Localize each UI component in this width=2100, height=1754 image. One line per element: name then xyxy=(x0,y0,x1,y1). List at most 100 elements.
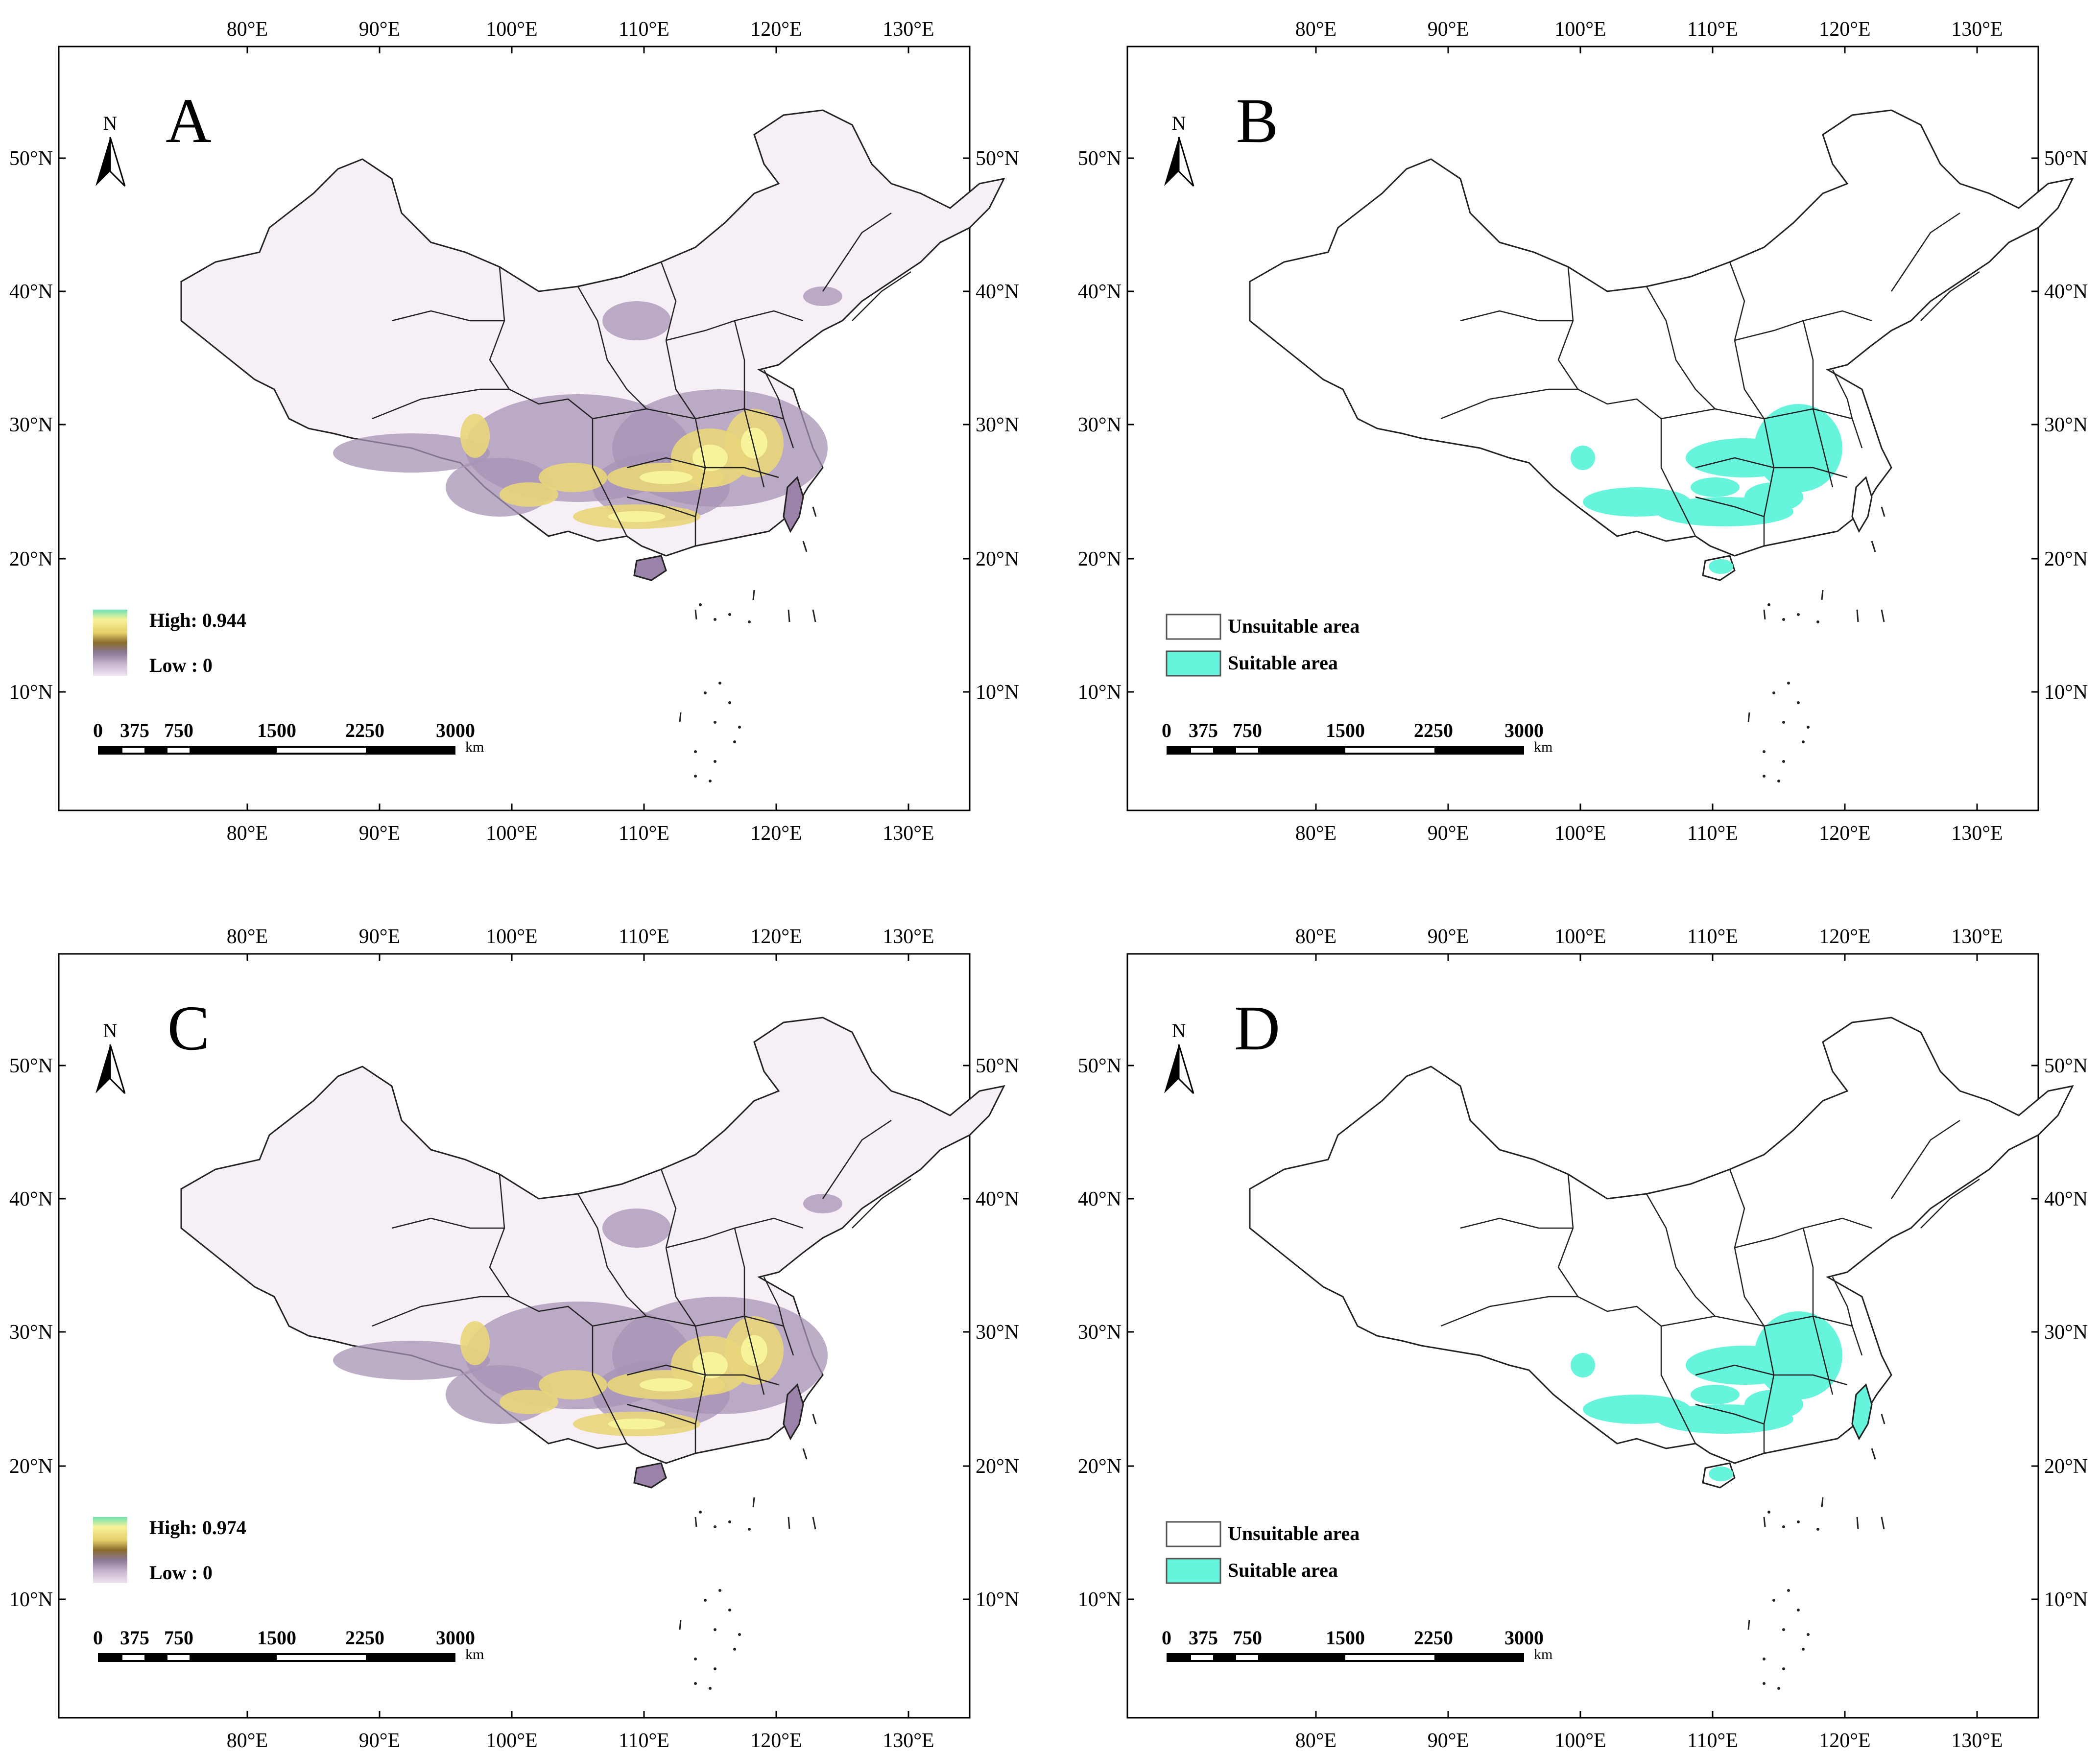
province-border xyxy=(1695,1403,1765,1425)
lat-label-left: 10°N xyxy=(1078,1588,1122,1611)
legend-high-label: High: 0.974 xyxy=(149,1517,246,1539)
lat-label-left: 50°N xyxy=(9,147,53,170)
province-border xyxy=(822,212,892,292)
north-label: N xyxy=(103,112,118,134)
province-border xyxy=(626,1403,696,1425)
island-dot xyxy=(709,1687,712,1690)
lon-label-bottom: 90°E xyxy=(1428,822,1469,845)
legend-unsuitable-swatch xyxy=(1166,1521,1221,1547)
scale-label: 2250 xyxy=(345,1627,384,1649)
lat-label-right: 30°N xyxy=(976,1321,1019,1344)
province-border xyxy=(577,1193,647,1317)
lat-label-right: 50°N xyxy=(976,147,1019,170)
lon-label-bottom: 90°E xyxy=(359,1730,400,1752)
boundary-dash xyxy=(802,541,808,552)
lat-label-left: 40°N xyxy=(9,1188,53,1210)
province-border xyxy=(1920,271,1980,321)
boundary-dash xyxy=(1821,1497,1824,1508)
lon-label-top: 80°E xyxy=(227,18,268,41)
island-dot xyxy=(728,701,731,704)
province-border xyxy=(592,1326,628,1444)
province-border xyxy=(665,340,706,546)
north-label: N xyxy=(1172,1019,1186,1042)
lon-label-top: 120°E xyxy=(1819,18,1870,41)
scale-label: 3000 xyxy=(1504,1627,1544,1649)
lon-label-top: 90°E xyxy=(1428,925,1469,948)
scale-label: 0 xyxy=(1162,1627,1171,1649)
scale-label: 0 xyxy=(93,1627,103,1649)
lon-label-top: 110°E xyxy=(1687,18,1738,41)
lon-label-bottom: 110°E xyxy=(619,1730,669,1752)
habitat-suitability-layer xyxy=(333,286,842,581)
lon-label-top: 100°E xyxy=(1554,18,1606,41)
island-dot xyxy=(1772,1599,1775,1602)
north-arrow-icon xyxy=(1164,1044,1194,1094)
scale-label: 1500 xyxy=(1326,719,1365,741)
province-border xyxy=(1832,369,1863,449)
lat-label-right: 40°N xyxy=(976,281,1019,303)
lon-label-bottom: 110°E xyxy=(1687,822,1738,845)
island-dot xyxy=(738,1633,741,1636)
panel-letter: D xyxy=(1234,993,1280,1064)
lat-label-right: 20°N xyxy=(976,548,1019,570)
lon-label-top: 130°E xyxy=(1951,18,2003,41)
island-dot xyxy=(714,1628,716,1631)
legend-suitable-swatch xyxy=(1166,650,1221,677)
island-dot xyxy=(704,1599,707,1602)
scale-label: 750 xyxy=(1233,719,1262,741)
lon-label-bottom: 80°E xyxy=(1295,1730,1336,1752)
lat-label-right: 40°N xyxy=(2044,1188,2088,1210)
lon-label-bottom: 130°E xyxy=(1951,1730,2003,1752)
lon-label-top: 130°E xyxy=(883,18,934,41)
boundary-dash xyxy=(1881,506,1885,517)
lon-label-bottom: 80°E xyxy=(1295,822,1336,845)
island-dot xyxy=(714,618,716,621)
lon-label-top: 100°E xyxy=(486,18,537,41)
province-border xyxy=(1440,1296,1578,1327)
island-dot xyxy=(694,750,697,753)
boundary-dash xyxy=(1871,541,1876,552)
legend-suitable-label: Suitable area xyxy=(1228,1559,1338,1581)
lat-label-left: 50°N xyxy=(1078,147,1122,170)
island-dot xyxy=(1782,1667,1785,1670)
lat-label-right: 10°N xyxy=(976,1588,1019,1611)
taiwan-island xyxy=(1851,476,1873,533)
island-dot xyxy=(1782,760,1785,763)
boundary-dash xyxy=(1747,1619,1750,1630)
island-dot xyxy=(728,613,731,616)
province-border xyxy=(1920,1178,1980,1229)
lat-label-right: 50°N xyxy=(2044,147,2088,170)
island-dot xyxy=(1797,613,1800,616)
scale-label: 3000 xyxy=(436,1627,475,1649)
lon-label-top: 120°E xyxy=(1819,925,1870,948)
island-dot xyxy=(728,1520,731,1523)
island-dot xyxy=(1807,726,1810,729)
scale-unit: km xyxy=(1534,739,1552,755)
lat-label-left: 10°N xyxy=(9,1588,53,1611)
boundary-dash xyxy=(1821,590,1824,600)
boundary-dash xyxy=(679,712,682,723)
boundary-dash xyxy=(788,609,790,622)
island-dot xyxy=(1816,1528,1819,1531)
scale-label: 2250 xyxy=(1414,1627,1453,1649)
island-dot xyxy=(694,1682,697,1685)
scale-label: 3000 xyxy=(1504,719,1544,741)
province-border xyxy=(1460,1217,1573,1229)
province-border xyxy=(1734,1247,1775,1453)
province-border xyxy=(577,286,647,409)
island-dot xyxy=(1763,1658,1766,1660)
lon-label-bottom: 110°E xyxy=(619,822,669,845)
boundary-dash xyxy=(752,590,755,600)
boundary-dash xyxy=(1763,609,1766,620)
island-dot xyxy=(714,1525,716,1528)
lon-label-top: 80°E xyxy=(1295,18,1336,41)
lon-label-top: 130°E xyxy=(1951,925,2003,948)
island-dot xyxy=(1787,1589,1790,1592)
lon-label-bottom: 120°E xyxy=(750,822,802,845)
province-border xyxy=(1695,1364,1848,1386)
island-dot xyxy=(1782,1525,1785,1528)
island-dot xyxy=(714,1667,716,1670)
boundary-dash xyxy=(1881,1414,1885,1424)
lon-label-top: 100°E xyxy=(1554,925,1606,948)
island-dot xyxy=(1763,1682,1766,1685)
